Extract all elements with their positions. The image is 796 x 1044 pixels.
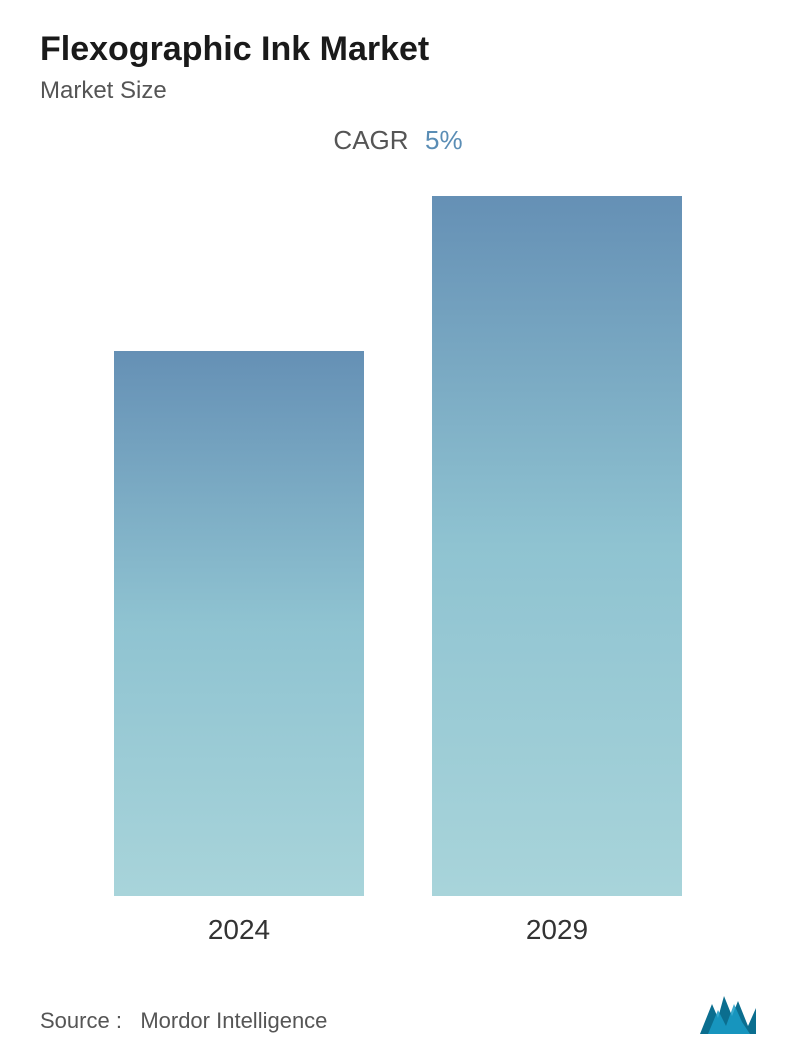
bar-label-0: 2024 bbox=[208, 914, 270, 946]
source-text: Source : Mordor Intelligence bbox=[40, 1008, 327, 1034]
chart-container: Flexographic Ink Market Market Size CAGR… bbox=[0, 0, 796, 1034]
page-title: Flexographic Ink Market bbox=[40, 30, 756, 69]
bar-label-1: 2029 bbox=[526, 914, 588, 946]
bar-group-0: 2024 bbox=[114, 351, 364, 946]
chart-area: 2024 2029 bbox=[40, 196, 756, 956]
cagr-value: 5% bbox=[425, 125, 463, 155]
source-name: Mordor Intelligence bbox=[140, 1008, 327, 1033]
mordor-logo-icon bbox=[700, 996, 756, 1034]
page-subtitle: Market Size bbox=[40, 77, 756, 105]
bar-1 bbox=[432, 196, 682, 896]
source-label: Source : bbox=[40, 1008, 122, 1033]
cagr-row: CAGR 5% bbox=[40, 125, 756, 156]
logo-svg bbox=[700, 996, 756, 1034]
bar-group-1: 2029 bbox=[432, 196, 682, 946]
footer: Source : Mordor Intelligence bbox=[40, 956, 756, 1044]
bar-0 bbox=[114, 351, 364, 896]
cagr-label: CAGR bbox=[333, 125, 408, 155]
